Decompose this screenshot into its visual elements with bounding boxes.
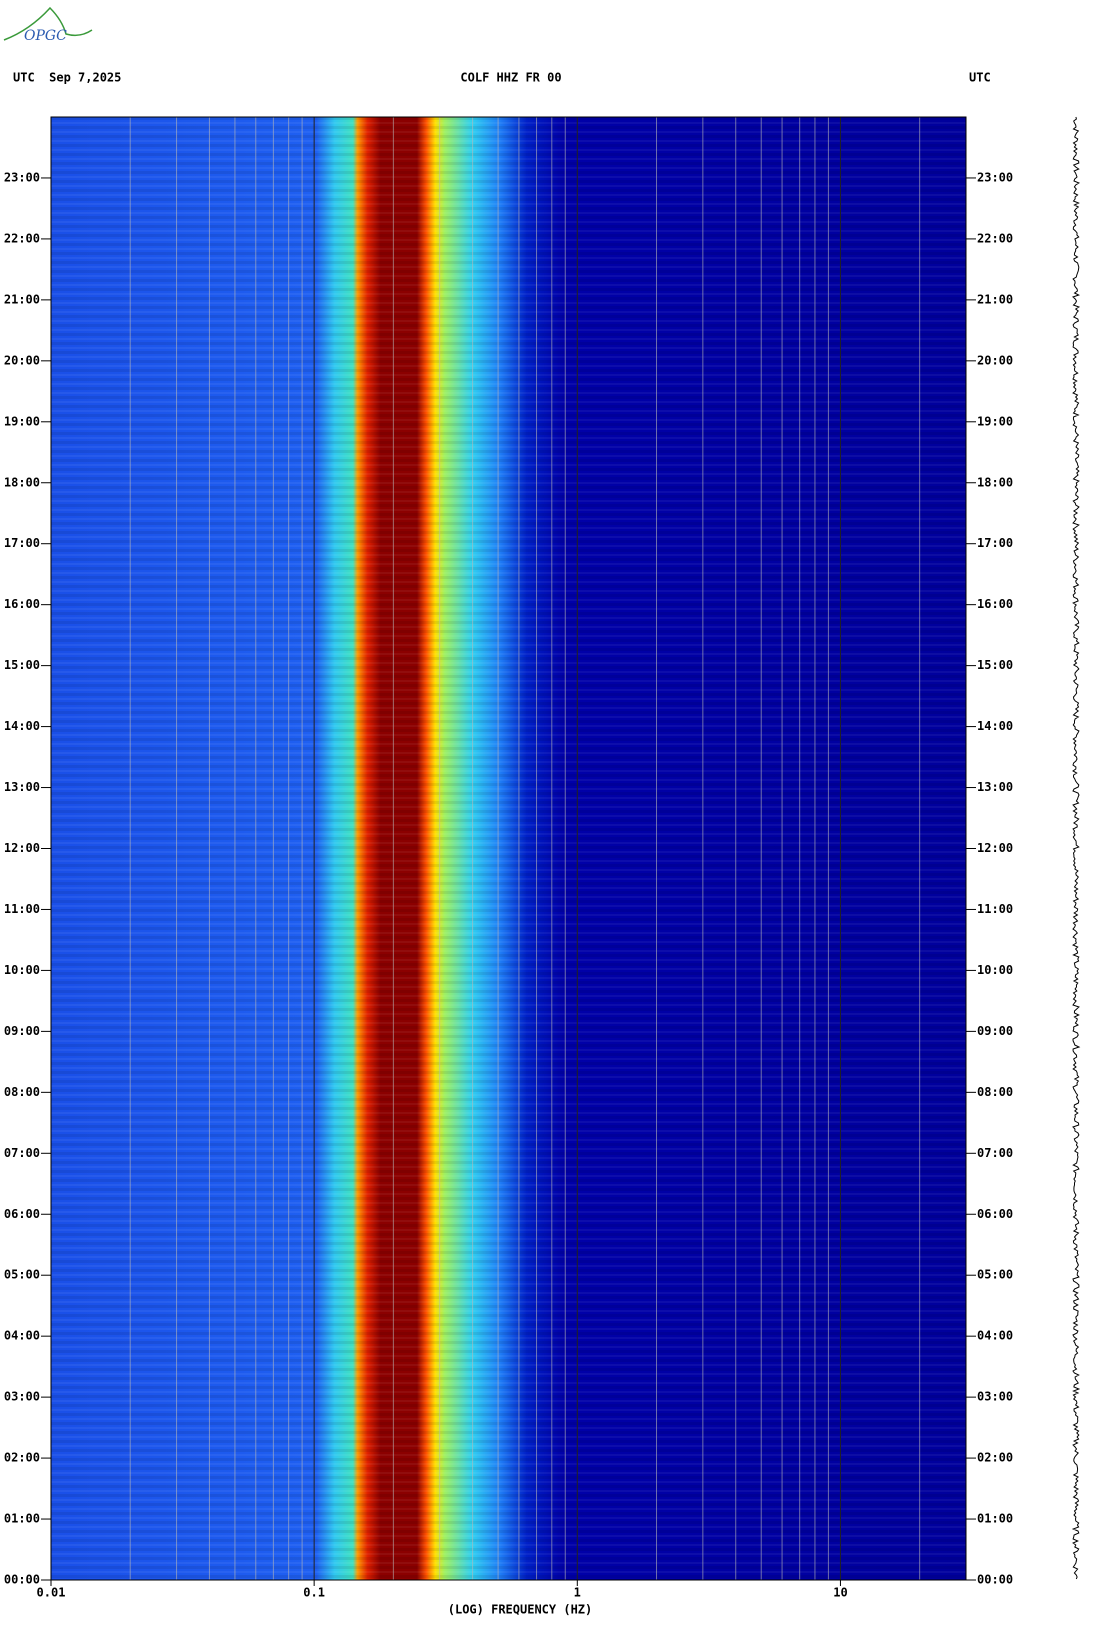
y-tick-label-right: 11:00 bbox=[977, 902, 1013, 916]
y-tick-label: 12:00 bbox=[4, 841, 40, 855]
y-tick-label: 04:00 bbox=[4, 1329, 40, 1343]
y-tick-label-right: 23:00 bbox=[977, 170, 1013, 184]
y-tick-label-right: 17:00 bbox=[977, 536, 1013, 550]
logo: OPGC bbox=[3, 6, 93, 44]
y-tick-label: 06:00 bbox=[4, 1207, 40, 1221]
x-tick-label: 0.1 bbox=[303, 1586, 325, 1600]
x-axis-label: (LOG) FREQUENCY (HZ) bbox=[448, 1603, 593, 1617]
y-tick-label-right: 08:00 bbox=[977, 1085, 1013, 1099]
x-tick-label: 1 bbox=[574, 1586, 581, 1600]
chart-title: COLF HHZ FR 00 bbox=[460, 71, 561, 85]
y-tick-label-right: 02:00 bbox=[977, 1451, 1013, 1465]
x-tick-label: 0.01 bbox=[37, 1586, 66, 1600]
y-tick-label-right: 16:00 bbox=[977, 597, 1013, 611]
y-tick-label-right: 14:00 bbox=[977, 719, 1013, 733]
y-tick-label-right: 18:00 bbox=[977, 475, 1013, 489]
logo-text: OPGC bbox=[24, 28, 67, 44]
y-tick-label-right: 10:00 bbox=[977, 963, 1013, 977]
y-tick-label-right: 04:00 bbox=[977, 1329, 1013, 1343]
y-tick-label-right: 06:00 bbox=[977, 1207, 1013, 1221]
y-tick-label-right: 20:00 bbox=[977, 353, 1013, 367]
y-tick-label-right: 15:00 bbox=[977, 658, 1013, 672]
y-tick-label: 17:00 bbox=[4, 536, 40, 550]
y-tick-label: 20:00 bbox=[4, 353, 40, 367]
y-tick-label: 08:00 bbox=[4, 1085, 40, 1099]
plot-frame bbox=[50, 116, 967, 1581]
spectrogram-texture bbox=[51, 117, 966, 1580]
y-tick-label: 01:00 bbox=[4, 1512, 40, 1526]
y-tick-label-right: 03:00 bbox=[977, 1390, 1013, 1404]
y-tick-label: 15:00 bbox=[4, 658, 40, 672]
y-tick-label: 13:00 bbox=[4, 780, 40, 794]
y-tick-label-right: 12:00 bbox=[977, 841, 1013, 855]
y-tick-label-right: 07:00 bbox=[977, 1146, 1013, 1160]
y-tick-label: 09:00 bbox=[4, 1024, 40, 1038]
y-tick-label-right: 19:00 bbox=[977, 414, 1013, 428]
y-tick-label: 18:00 bbox=[4, 475, 40, 489]
y-tick-label-right: 22:00 bbox=[977, 231, 1013, 245]
y-tick-label: 21:00 bbox=[4, 292, 40, 306]
x-tick-label: 10 bbox=[833, 1586, 847, 1600]
header-right: UTC bbox=[969, 71, 991, 85]
y-tick-label: 00:00 bbox=[4, 1573, 40, 1587]
seismogram-trace bbox=[1071, 116, 1081, 1580]
y-tick-label-right: 09:00 bbox=[977, 1024, 1013, 1038]
header-left: UTC Sep 7,2025 bbox=[13, 71, 121, 85]
y-tick-label: 23:00 bbox=[4, 170, 40, 184]
y-tick-label: 19:00 bbox=[4, 414, 40, 428]
y-tick-label: 07:00 bbox=[4, 1146, 40, 1160]
y-tick-label: 14:00 bbox=[4, 719, 40, 733]
y-tick-label: 02:00 bbox=[4, 1451, 40, 1465]
y-tick-label-right: 05:00 bbox=[977, 1268, 1013, 1282]
y-tick-label: 10:00 bbox=[4, 963, 40, 977]
y-tick-label: 22:00 bbox=[4, 231, 40, 245]
y-tick-label-right: 00:00 bbox=[977, 1573, 1013, 1587]
y-tick-label-right: 13:00 bbox=[977, 780, 1013, 794]
y-tick-label-right: 01:00 bbox=[977, 1512, 1013, 1526]
y-tick-label: 16:00 bbox=[4, 597, 40, 611]
y-tick-label: 11:00 bbox=[4, 902, 40, 916]
y-tick-label: 05:00 bbox=[4, 1268, 40, 1282]
y-tick-label-right: 21:00 bbox=[977, 292, 1013, 306]
y-tick-label: 03:00 bbox=[4, 1390, 40, 1404]
